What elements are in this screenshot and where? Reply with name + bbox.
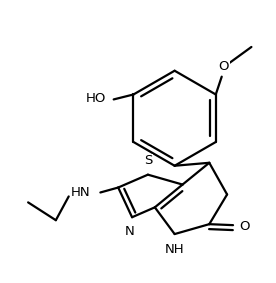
Text: S: S (144, 154, 152, 167)
Text: HN: HN (71, 186, 91, 199)
Text: NH: NH (165, 243, 184, 256)
Text: O: O (218, 60, 229, 73)
Text: HO: HO (86, 92, 106, 105)
Text: N: N (125, 225, 135, 238)
Text: O: O (240, 220, 250, 233)
